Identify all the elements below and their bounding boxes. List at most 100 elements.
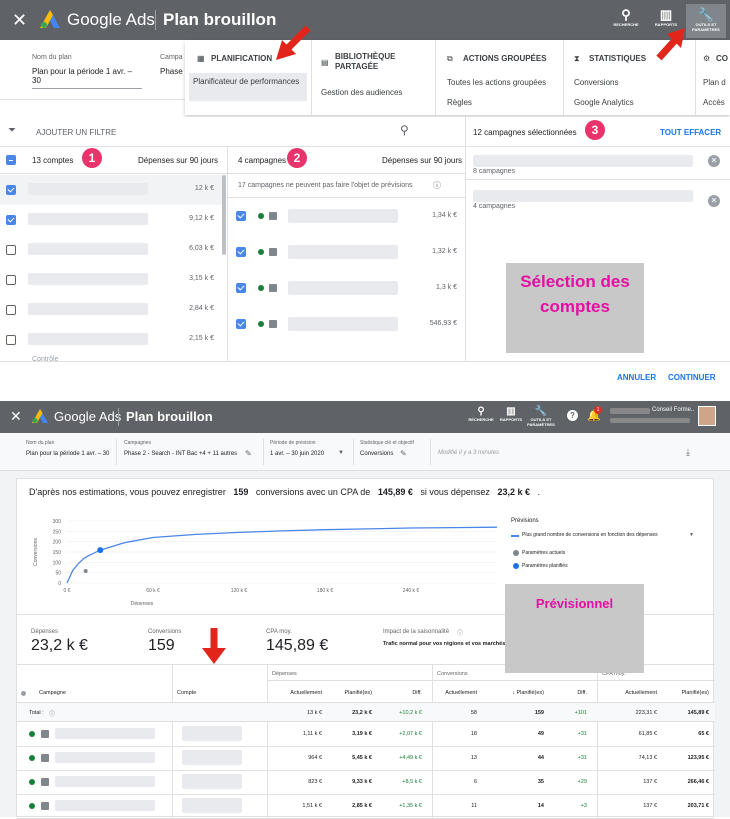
header-col[interactable]: Actuellement [290, 690, 322, 696]
header-col[interactable]: Diff. [577, 690, 587, 696]
remove-icon[interactable]: ✕ [708, 195, 720, 207]
header-col[interactable]: Diff. [412, 690, 422, 696]
account-row[interactable]: 9,12 k € [0, 205, 222, 235]
menu-item-rules[interactable]: Règles [447, 98, 472, 107]
add-filter-button[interactable]: AJOUTER UN FILTRE [36, 128, 117, 137]
menu-item-conversions[interactable]: Conversions [574, 78, 619, 87]
step-badge-3: 3 [585, 120, 605, 140]
account-checkbox[interactable] [6, 305, 16, 315]
search-button[interactable]: ⚲ RECHERCHE [608, 7, 644, 28]
header-account[interactable]: Compte [177, 690, 197, 696]
continue-button[interactable]: CONTINUER [668, 373, 716, 382]
menu-planner-highlight [189, 73, 307, 101]
account-checkbox[interactable] [6, 245, 16, 255]
download-icon[interactable]: ⤓ [686, 447, 690, 457]
account-checkbox[interactable] [6, 185, 16, 195]
account-row[interactable]: 6,03 k € [0, 235, 222, 265]
help-icon[interactable]: ⓘ [457, 631, 464, 637]
menu-item-analytics[interactable]: Google Analytics [574, 98, 634, 107]
red-arrow-tools [656, 28, 685, 61]
account-row[interactable]: 3,15 k € [0, 265, 222, 295]
search-icon[interactable]: ⚲ [400, 123, 409, 137]
campaign-field[interactable]: Phase [160, 67, 183, 76]
campaign-row[interactable]: 1,3 k € [228, 271, 465, 307]
reports-button[interactable]: ▥ RAPPORTS [648, 8, 684, 28]
remove-icon[interactable]: ✕ [708, 155, 720, 167]
period-dropdown[interactable]: 1 avr. – 30 juin 2020 [270, 451, 325, 457]
account-checkbox[interactable] [6, 335, 16, 345]
table-cell: 823 € [308, 779, 322, 785]
divider [17, 702, 715, 703]
campaign-checkbox[interactable] [236, 211, 246, 221]
campaign-name[interactable] [55, 776, 155, 787]
campaign-checkbox[interactable] [236, 247, 246, 257]
menu-item-access[interactable]: Accès [703, 98, 725, 107]
reports-icon: ▥ [506, 406, 516, 417]
menu-item-plan[interactable]: Plan d [703, 78, 726, 87]
account-row[interactable]: 12 k € [0, 175, 222, 205]
menu-item-planner[interactable]: Planificateur de performances [193, 77, 300, 86]
account-checkbox[interactable] [6, 215, 16, 225]
search-icon: ⚲ [621, 7, 631, 22]
header-col[interactable]: Planifié(es) [681, 690, 709, 696]
help-icon[interactable]: ? [567, 410, 578, 421]
campaign-name[interactable] [55, 800, 155, 811]
account-spend: 2,15 k € [189, 335, 214, 342]
search-label: RECHERCHE [613, 22, 639, 27]
account-spend: 6,03 k € [189, 245, 214, 252]
close-icon[interactable]: ✕ [12, 10, 28, 30]
help-icon[interactable]: ⓘ [49, 712, 56, 718]
header-col[interactable]: Actuellement [445, 690, 477, 696]
cancel-button[interactable]: ANNULER [617, 373, 657, 382]
search-campaign-icon [269, 284, 277, 292]
campaign-name[interactable] [55, 752, 155, 763]
edit-icon[interactable]: ✎ [400, 449, 407, 458]
total-cell: 23,2 k € [352, 710, 372, 716]
campaigns-field[interactable]: Phase 2 - Search - INT Bac +4 + 11 autre… [124, 451, 238, 457]
table-cell: 49 [537, 731, 544, 737]
scrollbar[interactable] [222, 175, 226, 255]
top-bar-2: ✕ Google Ads Plan brouillon ⚲ RECHERCHE ▥… [0, 401, 730, 433]
selected-account-2 [473, 190, 693, 202]
step-badge-2: 2 [287, 148, 307, 168]
menu-item-all-bulk[interactable]: Toutes les actions groupées [447, 78, 547, 87]
header-col[interactable]: Planifié(es) [344, 690, 372, 696]
table-cell: 5,45 k € [352, 755, 372, 761]
tools-button[interactable] [686, 4, 726, 38]
reports-button[interactable]: ▥ RAPPORTS [496, 406, 526, 422]
header-col[interactable]: Actuellement [625, 690, 657, 696]
plan-name-field[interactable]: Plan pour la période 1 avr. – 30 [26, 451, 110, 457]
avatar[interactable] [698, 406, 716, 426]
campaign-name [288, 281, 398, 295]
search-button[interactable]: ⚲ RECHERCHE [466, 406, 496, 422]
header-col[interactable]: ↓ Planifié(es) [512, 690, 544, 696]
header-campaign[interactable]: Campagne [39, 690, 66, 696]
account-row[interactable]: 2,15 k € [0, 325, 222, 355]
tools-label-wrap: 🔧 OUTILS ET PARAMÈTRES [686, 8, 726, 33]
select-all-checkbox[interactable] [6, 155, 16, 165]
filter-icon[interactable]: ⏷ [8, 125, 16, 136]
plan-name-field[interactable]: Plan pour la période 1 avr. – 30 [32, 67, 142, 89]
chevron-down-icon[interactable]: ▼ [338, 450, 344, 456]
help-icon[interactable]: ⓘ [433, 181, 441, 190]
campaign-name[interactable] [55, 728, 155, 739]
campaign-checkbox[interactable] [236, 319, 246, 329]
campaign-row[interactable]: 1,32 k € [228, 235, 465, 271]
stat-field[interactable]: Conversions [360, 451, 394, 457]
menu-item-audiences[interactable]: Gestion des audiences [321, 88, 403, 97]
series-line [66, 526, 498, 584]
tools-button[interactable]: 🔧 OUTILS ET PARAMÈTRES [526, 406, 556, 427]
legend-line-label[interactable]: Plus grand nombre de conversions en fonc… [522, 532, 658, 538]
campaign-row[interactable]: 1,34 k € [228, 199, 465, 235]
chevron-down-icon[interactable]: ▼ [689, 532, 694, 538]
account-selector: ⏷ AJOUTER UN FILTRE ⚲ 13 comptes Dépense… [0, 117, 730, 387]
account-spend: 3,15 k € [189, 275, 214, 282]
y-tick-label: 200 [53, 540, 62, 546]
edit-icon[interactable]: ✎ [245, 449, 252, 458]
account-checkbox[interactable] [6, 275, 16, 285]
account-row[interactable]: 2,84 k € [0, 295, 222, 325]
campaign-checkbox[interactable] [236, 283, 246, 293]
close-icon[interactable]: ✕ [10, 408, 22, 424]
campaign-row[interactable]: 546,93 € [228, 307, 465, 343]
clear-all-button[interactable]: TOUT EFFACER [660, 128, 722, 137]
